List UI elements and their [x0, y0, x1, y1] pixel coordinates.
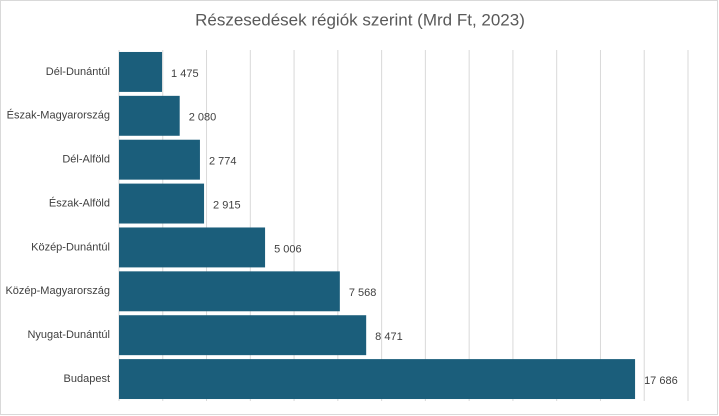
y-tick-label: Nyugat-Dunántúl — [27, 329, 110, 341]
bar — [119, 95, 180, 136]
value-label: 5 006 — [274, 243, 302, 255]
y-tick-label: Dél-Dunántúl — [46, 66, 110, 78]
y-tick-label: Észak-Alföld — [49, 196, 110, 209]
y-tick-label: Dél-Alföld — [62, 154, 110, 166]
bar — [119, 359, 636, 400]
bar — [119, 271, 340, 312]
value-label: 8 471 — [375, 331, 403, 343]
value-label: 2 915 — [213, 199, 241, 211]
value-label: 17 686 — [644, 375, 678, 387]
bar — [119, 51, 163, 92]
bar — [119, 315, 367, 356]
y-tick-label: Budapest — [64, 373, 110, 385]
y-tick-label: Közép-Dunántúl — [31, 241, 110, 253]
y-tick-label: Közép-Magyarország — [5, 285, 110, 297]
bar — [119, 183, 205, 224]
value-label: 7 568 — [349, 287, 377, 299]
bar — [119, 227, 266, 268]
chart-title: Részesedések régiók szerint (Mrd Ft, 202… — [195, 10, 525, 29]
value-label: 1 475 — [171, 68, 199, 80]
y-tick-label: Észak-Magyarország — [7, 109, 110, 122]
value-label: 2 774 — [209, 156, 237, 168]
value-label: 2 080 — [189, 112, 217, 124]
bar — [119, 139, 200, 180]
